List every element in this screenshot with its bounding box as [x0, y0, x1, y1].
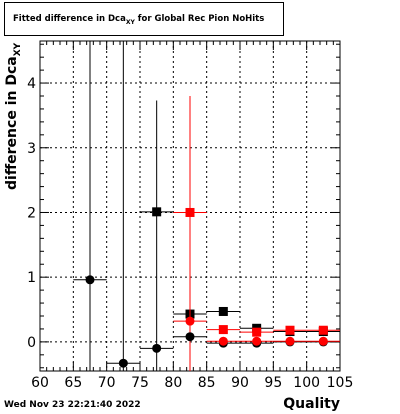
x-tick-label: 70 [98, 375, 116, 391]
circle-marker [185, 332, 195, 342]
x-tick-label: 65 [64, 375, 82, 391]
chart-title-subscript: XY [125, 19, 135, 26]
circle-marker [185, 316, 195, 326]
circle-marker [152, 343, 162, 353]
square-marker [185, 207, 195, 217]
y-axis-label-subscript: XY [13, 42, 23, 57]
tick-layer [39, 41, 341, 371]
y-axis-label: difference in DcaXY [4, 43, 23, 190]
chart-title-main: Fitted difference in Dca [13, 14, 126, 24]
y-tick-label: 2 [27, 205, 36, 221]
timestamp: Wed Nov 23 22:21:40 2022 [4, 400, 141, 410]
x-tick-label: 105 [327, 375, 354, 391]
chart-title: Fitted difference in DcaXY for Global Re… [13, 14, 264, 26]
circle-marker [118, 358, 128, 368]
x-tick-label: 60 [31, 375, 49, 391]
chart-title-box: Fitted difference in DcaXY for Global Re… [4, 2, 284, 36]
y-axis-label-main: difference in Dca [4, 56, 20, 190]
tick-label-layer: 60 65 70 75 80 85 90 95 100 105 0 1 2 3 4 [27, 76, 353, 391]
square-marker [218, 325, 228, 335]
circle-marker [218, 336, 228, 346]
x-tick-label: 95 [264, 375, 282, 391]
x-tick-label: 90 [231, 375, 249, 391]
circle-marker [285, 336, 295, 346]
y-tick-label: 3 [27, 141, 36, 157]
x-tick-label: 80 [164, 375, 182, 391]
circle-marker [252, 336, 262, 346]
data-layer [73, 41, 340, 371]
circle-marker [85, 275, 95, 285]
square-marker [318, 325, 328, 335]
square-marker [285, 325, 295, 335]
y-tick-label: 4 [27, 76, 36, 92]
y-tick-label: 0 [27, 335, 36, 351]
square-marker [252, 327, 262, 337]
chart-title-suffix: for Global Rec Pion NoHits [134, 14, 265, 24]
square-marker [218, 306, 228, 316]
x-tick-label: 75 [131, 375, 149, 391]
x-axis-label: Quality [283, 396, 340, 412]
circle-marker [318, 336, 328, 346]
x-tick-label: 85 [198, 375, 216, 391]
x-tick-label: 100 [293, 375, 320, 391]
y-tick-label: 1 [27, 270, 36, 286]
